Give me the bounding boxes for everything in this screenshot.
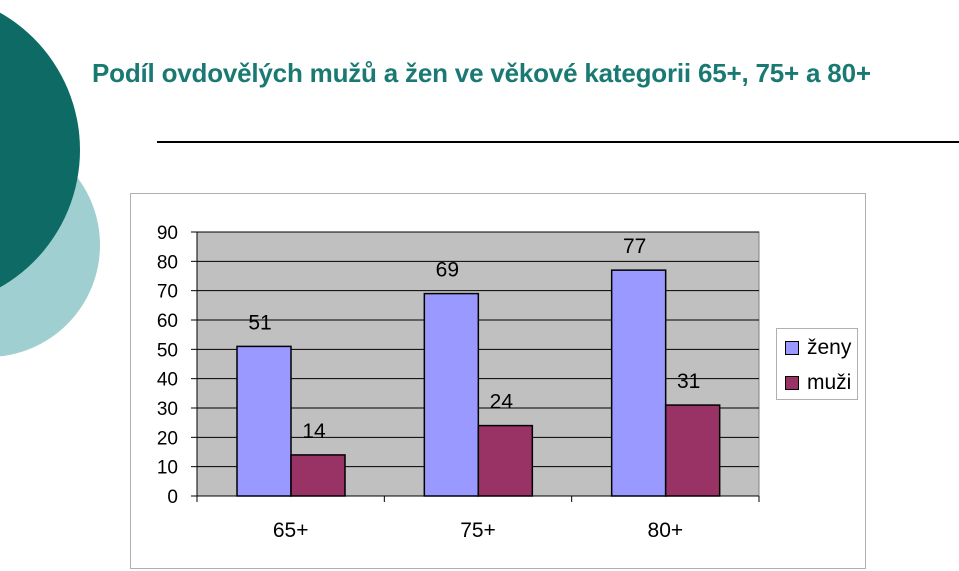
data-label: 69 bbox=[436, 259, 459, 282]
y-tick-label: 30 bbox=[157, 399, 178, 420]
y-tick-label: 90 bbox=[157, 223, 178, 244]
x-tick-label: 80+ bbox=[648, 519, 684, 542]
data-label: 24 bbox=[490, 391, 514, 414]
y-tick-label: 0 bbox=[167, 487, 178, 508]
legend-label-muzi: muži bbox=[807, 371, 852, 394]
y-tick-label: 20 bbox=[157, 428, 178, 449]
bar-zeny bbox=[423, 292, 480, 497]
legend-swatch-zeny bbox=[785, 341, 799, 355]
y-tick-label: 40 bbox=[157, 370, 178, 391]
y-tick-label: 60 bbox=[157, 311, 178, 332]
y-tick-label: 50 bbox=[157, 340, 178, 361]
chart-legend: ženy muži bbox=[776, 328, 858, 400]
dark-teal-circle bbox=[0, 12, 80, 288]
y-tick-label: 80 bbox=[157, 252, 178, 273]
bar-zeny bbox=[610, 269, 667, 497]
y-tick-label: 70 bbox=[157, 282, 178, 303]
legend-item-muzi: muži bbox=[785, 371, 851, 395]
x-tick-label: 65+ bbox=[273, 519, 309, 542]
slide-title: Podíl ovdovělých mužů a žen ve věkové ka… bbox=[92, 58, 871, 88]
legend-label-zeny: ženy bbox=[807, 336, 852, 359]
bar-muzi bbox=[664, 404, 721, 497]
decorative-circles bbox=[0, 12, 100, 357]
legend-swatch-muzi bbox=[785, 376, 799, 390]
title-divider bbox=[157, 141, 959, 143]
x-tick-label: 75+ bbox=[460, 519, 496, 542]
bar-muzi bbox=[290, 454, 346, 497]
legend-item-zeny: ženy bbox=[785, 336, 851, 360]
data-label: 77 bbox=[623, 235, 646, 258]
bar-muzi bbox=[477, 424, 534, 497]
bar-zeny bbox=[236, 345, 292, 497]
y-tick-label: 10 bbox=[157, 458, 178, 479]
data-label: 31 bbox=[677, 370, 700, 393]
data-label: 14 bbox=[302, 420, 326, 443]
data-label: 51 bbox=[248, 311, 271, 334]
